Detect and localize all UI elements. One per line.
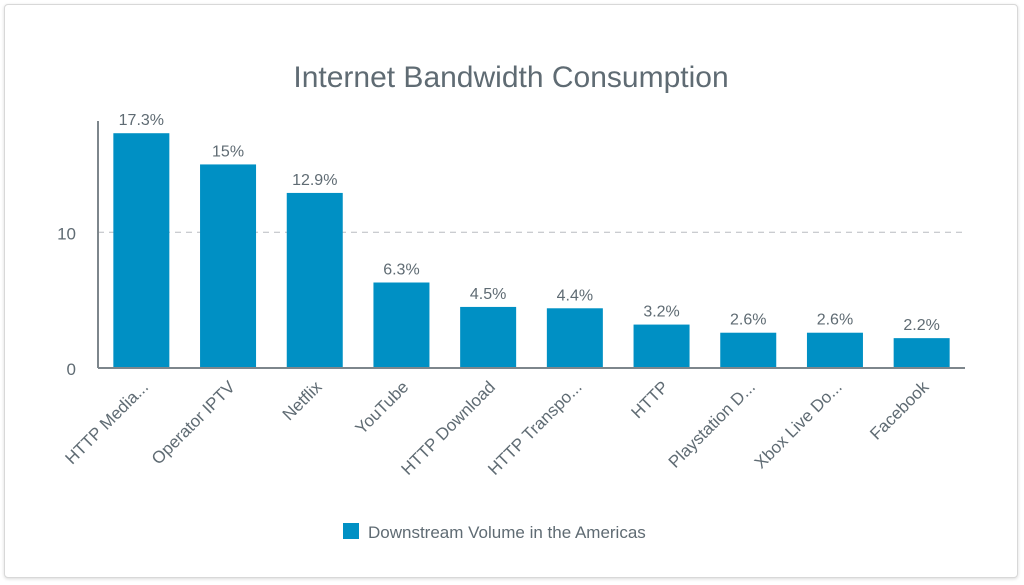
legend: Downstream Volume in the Americas: [343, 523, 646, 542]
x-tick-label: Operator IPTV: [148, 377, 239, 468]
x-tick-label: HTTP Media...: [61, 377, 152, 468]
x-tick-label: HTTP: [628, 377, 673, 422]
bar: [200, 164, 257, 368]
bar: [546, 308, 603, 368]
x-tick-label: Facebook: [866, 377, 933, 444]
x-tick-label: HTTP Download: [398, 377, 499, 478]
bar: [286, 192, 343, 368]
bar: [633, 324, 690, 368]
y-tick-label: 0: [67, 360, 76, 379]
bar: [720, 332, 777, 368]
bar: [460, 306, 517, 368]
x-tick-label: YouTube: [352, 377, 413, 438]
bar: [893, 338, 950, 368]
data-label: 17.3%: [119, 112, 164, 129]
bar: [806, 332, 863, 368]
chart-card: [4, 4, 1018, 578]
data-label: 4.5%: [470, 286, 506, 303]
x-tick-label: Netflix: [279, 377, 326, 424]
data-label: 2.2%: [903, 317, 939, 334]
data-label: 2.6%: [817, 312, 853, 329]
legend-swatch: [343, 523, 359, 539]
data-label: 4.4%: [557, 287, 593, 304]
chart-title: Internet Bandwidth Consumption: [293, 61, 728, 94]
data-label: 2.6%: [730, 312, 766, 329]
data-label: 12.9%: [292, 172, 337, 189]
y-tick-label: 10: [57, 224, 76, 243]
data-label: 15%: [212, 143, 244, 160]
data-label: 6.3%: [383, 262, 419, 279]
x-tick-label: HTTP Transpo...: [484, 377, 585, 478]
bar: [373, 282, 430, 368]
data-label: 3.2%: [643, 304, 679, 321]
x-tick-label: Playstation D...: [665, 377, 759, 471]
x-tick-label: Xbox Live Do...: [751, 377, 846, 472]
bar: [113, 133, 170, 368]
legend-label: Downstream Volume in the Americas: [368, 523, 646, 542]
